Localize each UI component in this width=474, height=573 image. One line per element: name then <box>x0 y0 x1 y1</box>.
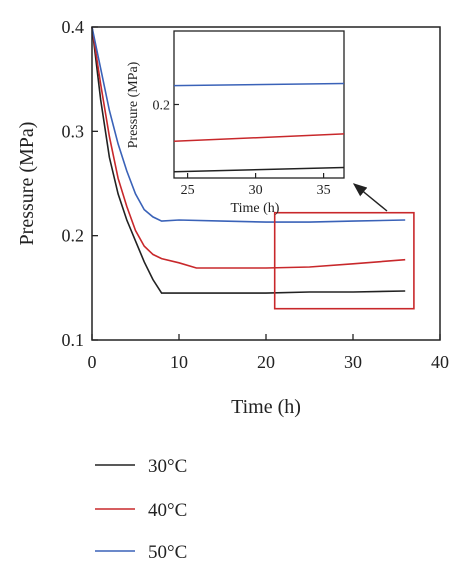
legend-label-30C: 30°C <box>148 456 187 477</box>
inset-y-tick-label: 0.2 <box>153 99 171 114</box>
zoom-arrow <box>352 183 388 212</box>
inset-series-line-40C <box>173 133 345 143</box>
series-line-50C <box>91 26 406 223</box>
zoom-highlight-box <box>273 211 415 310</box>
inset-series-line-30C <box>173 166 345 173</box>
legend-group: 30°C 40°C 50°C <box>95 456 187 563</box>
highlight-group <box>273 183 415 310</box>
inset-x-tick-label: 30 <box>249 183 263 198</box>
inset-x-tick-label: 25 <box>181 183 195 198</box>
x-tick-label: 20 <box>257 352 275 372</box>
inset-x-axis-label: Time (h) <box>231 201 280 216</box>
main-series-group <box>91 26 406 294</box>
series-line-40C <box>91 26 406 269</box>
x-tick-label: 30 <box>344 352 362 372</box>
inset-series-line-50C <box>173 82 345 87</box>
inset-y-axis-label: Pressure (MPa) <box>126 61 141 148</box>
x-axis-label: Time (h) <box>231 396 301 418</box>
y-tick-label: 0.2 <box>62 226 85 246</box>
legend-label-40C: 40°C <box>148 500 187 521</box>
y-tick-label: 0.3 <box>62 121 85 141</box>
x-tick-label: 10 <box>170 352 188 372</box>
y-tick-label: 0.4 <box>62 17 85 37</box>
inset-group: 25 30 35 0.2 Time (h) Pressure (MPa) <box>126 30 345 216</box>
main-axes-group: 0 10 20 30 40 0.1 0.2 0.3 0.4 Time (h) Pressure (M… <box>16 17 449 418</box>
legend-label-50C: 50°C <box>148 542 187 563</box>
y-axis-label: Pressure (MPa) <box>16 122 38 246</box>
inset-frame <box>173 30 345 179</box>
x-tick-label: 40 <box>431 352 449 372</box>
x-tick-label: 0 <box>88 352 97 372</box>
inset-x-tick-label: 35 <box>317 183 331 198</box>
y-tick-label: 0.1 <box>62 330 85 350</box>
series-line-30C <box>91 26 406 294</box>
